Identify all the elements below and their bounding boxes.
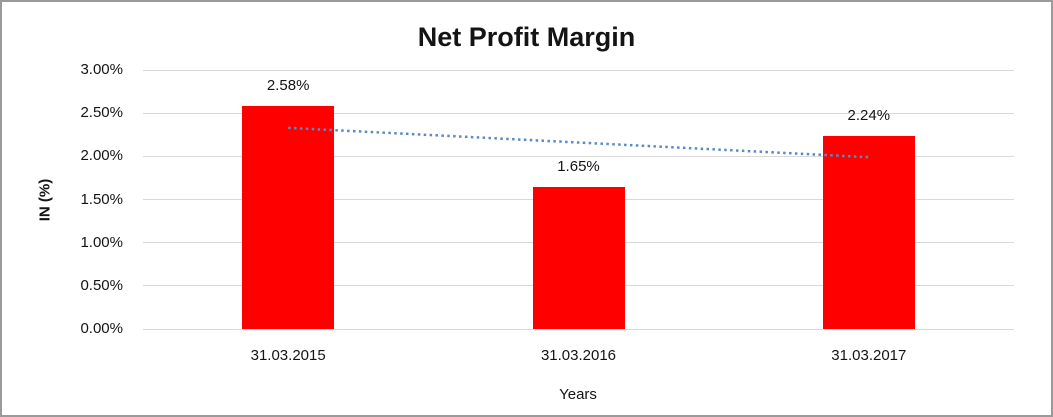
gridline: [143, 69, 1014, 71]
x-tick-label: 31.03.2015: [250, 347, 326, 364]
bar-data-label: 2.58%: [266, 77, 310, 95]
chart-title: Net Profit Margin: [417, 22, 636, 52]
bar-data-label: 2.24%: [847, 106, 891, 124]
bar: [242, 106, 335, 329]
y-tick-label: 0.00%: [80, 320, 123, 337]
x-axis-title: Years: [559, 386, 597, 403]
bar-data-label: 1.65%: [557, 157, 600, 175]
y-tick-label: 2.00%: [80, 147, 123, 165]
bar: [822, 135, 915, 329]
bar: [532, 186, 625, 329]
gridline: [143, 112, 1014, 114]
x-tick-label: 31.03.2017: [831, 347, 907, 364]
y-tick-label: 3.00%: [80, 61, 123, 78]
y-tick-label: 2.50%: [80, 104, 123, 122]
y-tick-label: 0.50%: [80, 276, 123, 294]
trendline: [288, 126, 869, 159]
y-tick-label: 1.50%: [80, 190, 123, 208]
x-tick-label: 31.03.2016: [540, 347, 617, 364]
gridline: [143, 328, 1014, 330]
y-tick-label: 1.00%: [80, 233, 123, 251]
